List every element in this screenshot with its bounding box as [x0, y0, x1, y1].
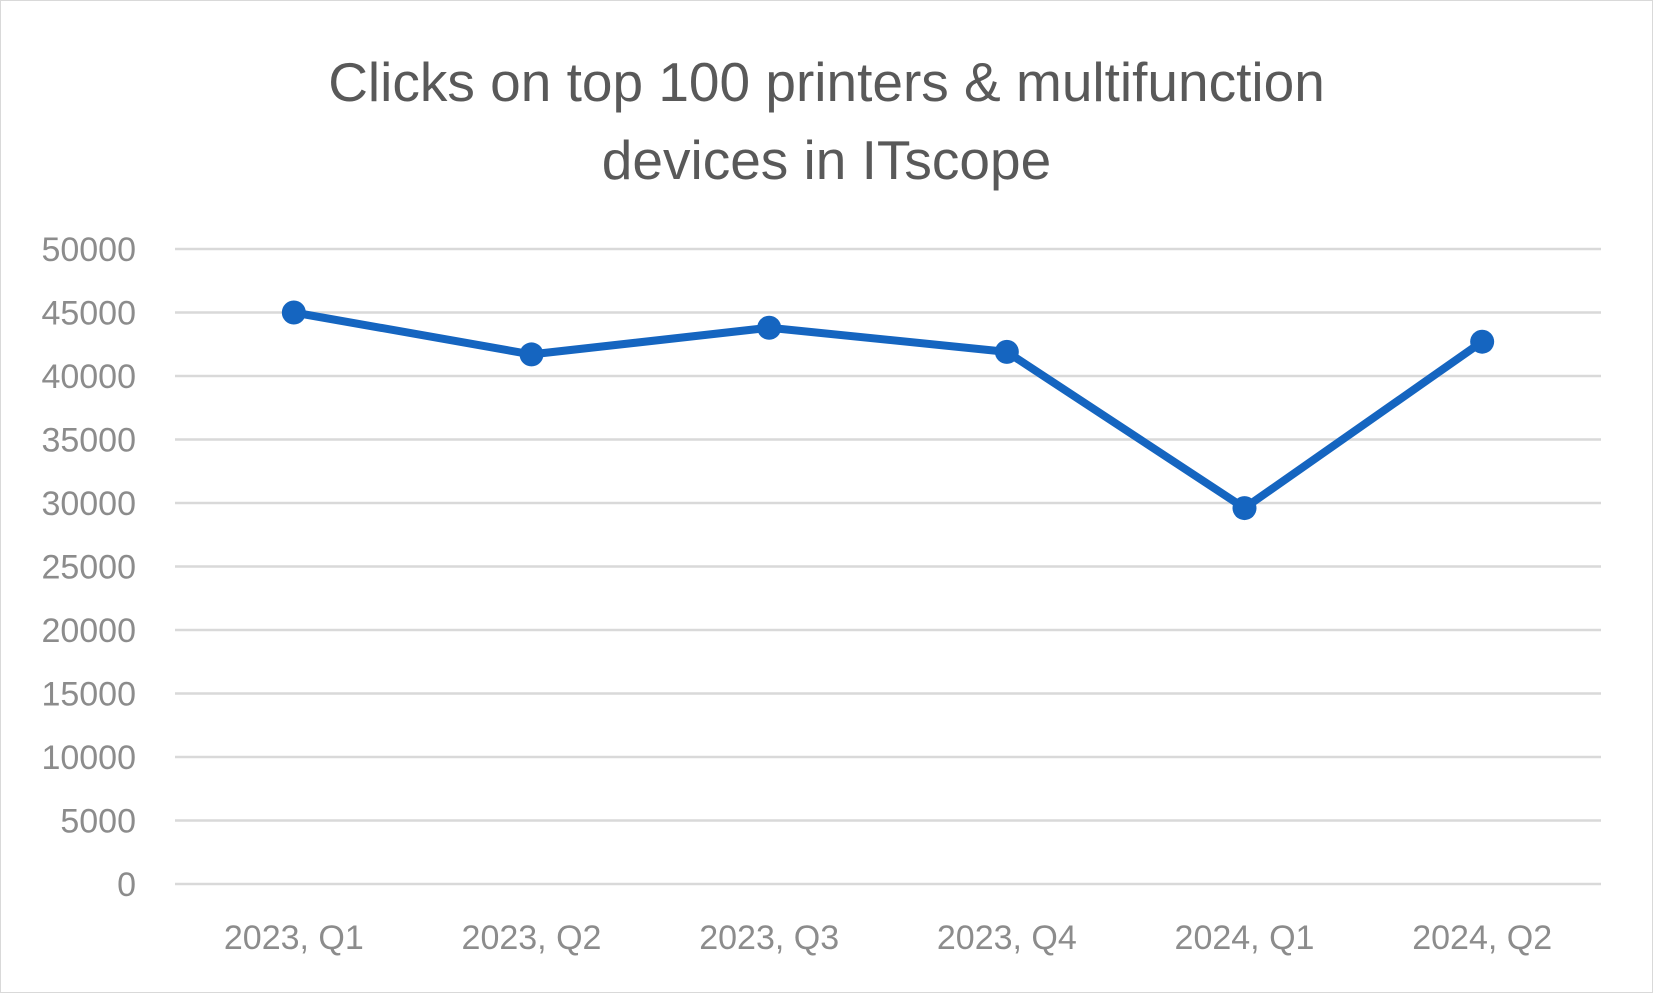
y-tick-label: 25000 — [41, 549, 136, 587]
series-line — [289, 308, 1487, 513]
x-tick-label: 2024, Q1 — [1175, 919, 1315, 957]
data-point-4[interactable] — [994, 339, 1019, 364]
y-axis-ticks: 0 5000 10000 15000 20000 25000 30000 35000 40000… — [41, 231, 136, 904]
x-tick-label: 2023, Q2 — [462, 919, 602, 957]
series — [281, 300, 1495, 521]
x-axis-ticks: 2023, Q1 2023, Q2 2023, Q3 2023, Q4 2024, Q1… — [224, 919, 1552, 957]
data-point-2[interactable] — [519, 342, 544, 367]
data-point-5[interactable] — [1232, 496, 1257, 521]
y-tick-label: 50000 — [41, 231, 136, 269]
x-tick-label: 2023, Q4 — [937, 919, 1077, 957]
y-tick-label: 5000 — [60, 803, 136, 841]
data-point-6[interactable] — [1470, 329, 1495, 354]
gridlines — [175, 247, 1601, 886]
y-tick-label: 10000 — [41, 739, 136, 777]
x-tick-label: 2023, Q3 — [699, 919, 839, 957]
x-tick-label: 2023, Q1 — [224, 919, 364, 957]
y-tick-label: 0 — [117, 866, 136, 904]
y-tick-label: 20000 — [41, 612, 136, 650]
chart-title: Clicks on top 100 printers & multifuncti… — [328, 51, 1325, 191]
y-tick-label: 40000 — [41, 358, 136, 396]
data-point-1[interactable] — [281, 300, 306, 325]
y-tick-label: 30000 — [41, 485, 136, 523]
y-tick-label: 35000 — [41, 422, 136, 460]
data-point-3[interactable] — [757, 315, 782, 340]
y-tick-label: 45000 — [41, 295, 136, 333]
y-tick-label: 15000 — [41, 676, 136, 714]
x-tick-label: 2024, Q2 — [1412, 919, 1552, 957]
